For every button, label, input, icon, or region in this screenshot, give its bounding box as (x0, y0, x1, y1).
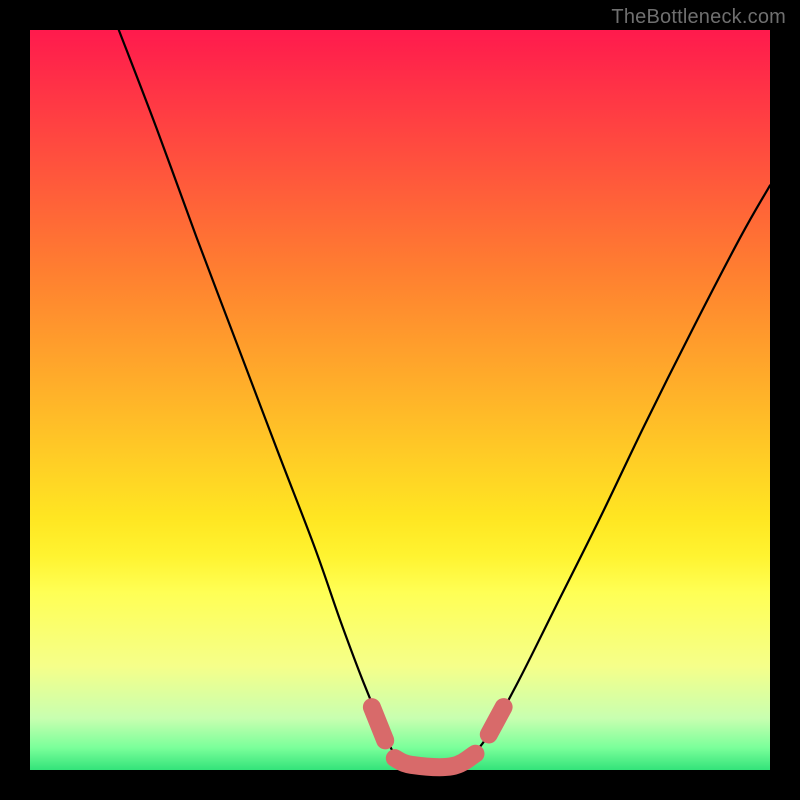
curves-layer (0, 0, 800, 800)
chart-frame: TheBottleneck.com (0, 0, 800, 800)
highlight-segment-0 (372, 707, 385, 740)
watermark: TheBottleneck.com (611, 6, 786, 29)
highlight-segment-2 (489, 707, 504, 734)
highlight-segment-1 (395, 754, 476, 767)
bottleneck-curve (119, 30, 770, 768)
